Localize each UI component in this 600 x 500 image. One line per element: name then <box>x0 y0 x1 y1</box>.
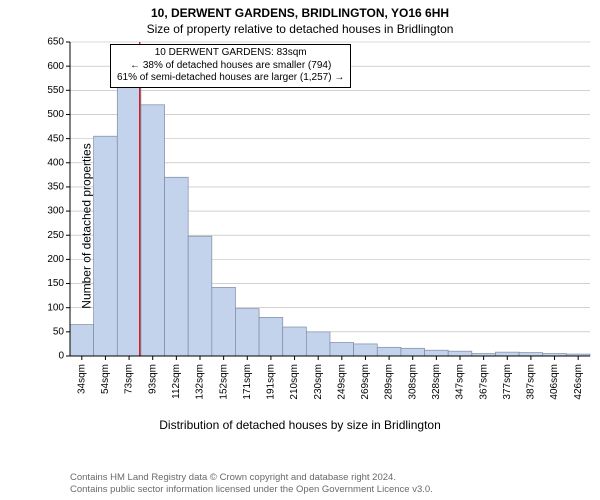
x-tick-label: 387sqm <box>526 364 537 400</box>
y-tick-label: 650 <box>47 37 64 48</box>
x-tick-label: 406sqm <box>549 364 560 400</box>
y-tick-label: 550 <box>47 85 64 96</box>
histogram-bar <box>519 353 543 356</box>
y-tick-label: 100 <box>47 302 64 313</box>
annotation-line-1: 10 DERWENT GARDENS: 83sqm <box>117 47 344 60</box>
chart-area: Number of detached properties 0 50 100 150 2… <box>0 36 600 416</box>
x-tick-label: 191sqm <box>266 364 277 400</box>
histogram-bar <box>259 317 283 356</box>
y-tick-label: 200 <box>47 254 64 265</box>
y-tick-label: 450 <box>47 133 64 144</box>
attribution-line-2: Contains public sector information licen… <box>70 484 433 496</box>
histogram-bar <box>212 287 236 356</box>
histogram-bar <box>94 136 118 356</box>
attribution-text: Contains HM Land Registry data © Crown c… <box>70 472 433 496</box>
histogram-bar <box>448 351 472 356</box>
histogram-bar <box>354 344 378 356</box>
histogram-bar <box>70 325 94 356</box>
histogram-bar <box>283 327 307 356</box>
x-axis-label: Distribution of detached houses by size … <box>0 418 600 432</box>
histogram-bar <box>141 105 165 356</box>
x-tick-label: 377sqm <box>502 364 513 400</box>
page-subtitle: Size of property relative to detached ho… <box>0 22 600 36</box>
histogram-bar <box>235 309 259 356</box>
histogram-bar <box>377 347 401 356</box>
histogram-bar <box>330 342 354 356</box>
x-tick-label: 73sqm <box>124 364 135 394</box>
x-tick-label: 152sqm <box>218 364 229 400</box>
histogram-bar <box>188 236 212 356</box>
histogram-bar <box>117 81 141 356</box>
x-tick-label: 132sqm <box>195 364 206 400</box>
y-axis-label: Number of detached properties <box>80 143 94 308</box>
x-tick-label: 367sqm <box>478 364 489 400</box>
x-tick-label: 249sqm <box>336 364 347 400</box>
x-tick-label: 426sqm <box>573 364 584 400</box>
annotation-box: 10 DERWENT GARDENS: 83sqm ← 38% of detac… <box>110 44 351 88</box>
y-tick-label: 400 <box>47 157 64 168</box>
x-tick-label: 308sqm <box>407 364 418 400</box>
histogram-bar <box>165 177 189 356</box>
histogram-bar <box>425 350 449 356</box>
y-tick-label: 150 <box>47 278 64 289</box>
x-tick-label: 34sqm <box>76 364 87 394</box>
histogram-bar <box>401 348 425 356</box>
x-tick-label: 210sqm <box>289 364 300 400</box>
annotation-line-2: ← 38% of detached houses are smaller (79… <box>117 60 344 73</box>
attribution-line-1: Contains HM Land Registry data © Crown c… <box>70 472 433 484</box>
x-tick-label: 269sqm <box>360 364 371 400</box>
x-tick-label: 93sqm <box>147 364 158 394</box>
x-tick-label: 54sqm <box>100 364 111 394</box>
y-tick-label: 50 <box>53 326 65 337</box>
histogram-bar <box>306 332 330 356</box>
y-tick-label: 600 <box>47 61 64 72</box>
y-tick-label: 500 <box>47 109 64 120</box>
y-tick-label: 250 <box>47 230 64 241</box>
y-tick-label: 300 <box>47 206 64 217</box>
x-tick-label: 171sqm <box>242 364 253 400</box>
annotation-line-3: 61% of semi-detached houses are larger (… <box>117 72 344 85</box>
x-tick-label: 289sqm <box>384 364 395 400</box>
y-tick-label: 350 <box>47 182 64 193</box>
histogram-bar <box>495 352 519 356</box>
x-tick-label: 328sqm <box>431 364 442 400</box>
x-tick-label: 347sqm <box>455 364 466 400</box>
x-tick-label: 112sqm <box>171 364 182 399</box>
x-tick-label: 230sqm <box>313 364 324 400</box>
y-tick-label: 0 <box>58 351 64 362</box>
page-title: 10, DERWENT GARDENS, BRIDLINGTON, YO16 6… <box>0 6 600 20</box>
